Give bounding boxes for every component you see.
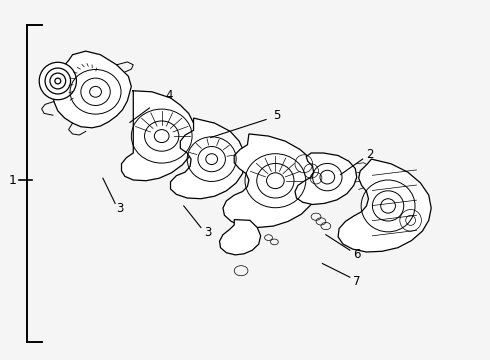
- Polygon shape: [223, 134, 319, 228]
- Text: 3: 3: [204, 226, 212, 239]
- Text: 4: 4: [165, 89, 173, 102]
- Text: 7: 7: [353, 275, 361, 288]
- Text: 3: 3: [116, 202, 124, 215]
- Polygon shape: [53, 51, 131, 128]
- Polygon shape: [338, 159, 431, 252]
- Text: 1: 1: [8, 174, 16, 186]
- Text: 6: 6: [353, 248, 361, 261]
- Polygon shape: [295, 153, 357, 204]
- Text: 2: 2: [366, 148, 374, 161]
- Polygon shape: [171, 118, 245, 199]
- Polygon shape: [220, 220, 261, 255]
- Text: 5: 5: [273, 109, 281, 122]
- Ellipse shape: [39, 62, 76, 100]
- Polygon shape: [122, 91, 196, 181]
